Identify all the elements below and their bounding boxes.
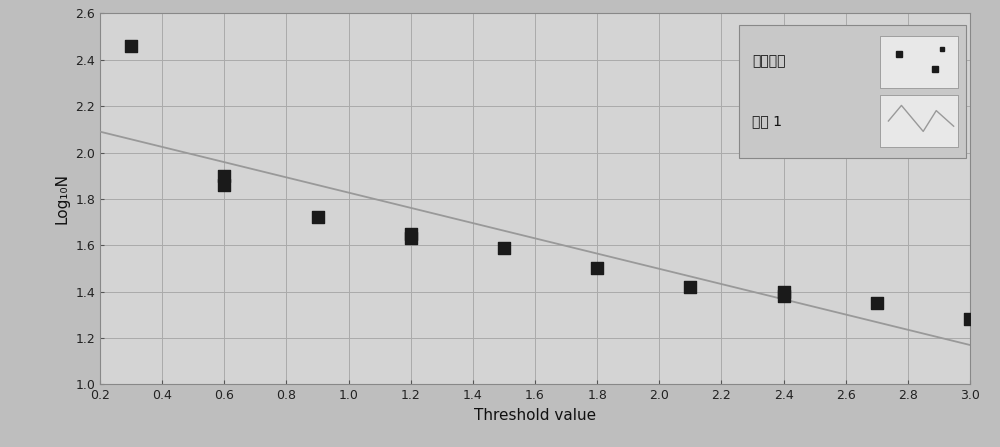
Point [216,172,232,179]
FancyBboxPatch shape [880,36,958,88]
X-axis label: Threshold value: Threshold value [474,408,596,423]
Point [962,316,978,323]
Text: 原始数据: 原始数据 [753,55,786,69]
Point [589,265,605,272]
Point [403,235,419,242]
Y-axis label: Log₁₀N: Log₁₀N [55,173,70,224]
Point [310,214,326,221]
Point [869,299,885,307]
Point [403,230,419,237]
Point [123,42,139,50]
FancyBboxPatch shape [880,95,958,147]
Point [776,293,792,300]
Point [496,244,512,251]
Point [216,181,232,189]
Text: 曲线 1: 曲线 1 [753,114,782,128]
Point [682,283,698,291]
Point [776,288,792,295]
FancyBboxPatch shape [739,25,966,158]
